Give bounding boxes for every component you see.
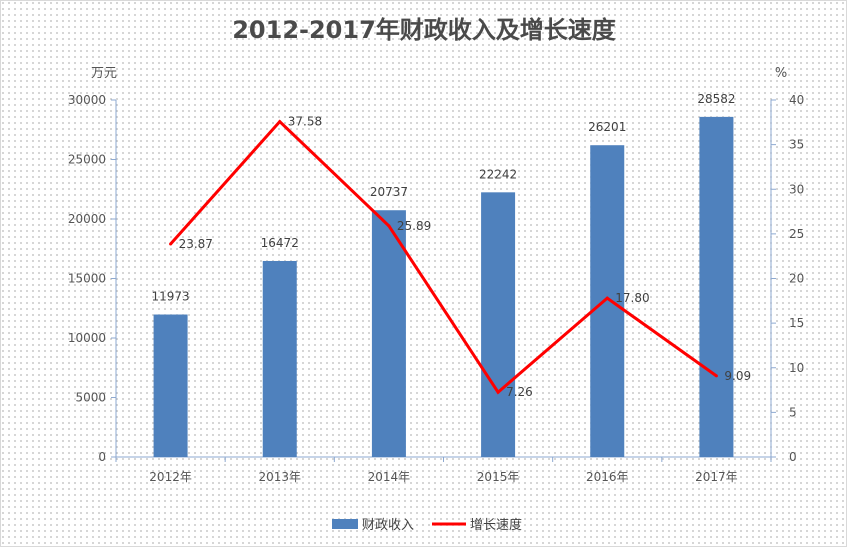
x-tick-label: 2016年 [586, 470, 629, 484]
growth-point [169, 242, 173, 246]
x-tick-label: 2013年 [258, 470, 301, 484]
x-tick-label: 2015年 [477, 470, 520, 484]
right-axis-unit: % [775, 66, 787, 81]
x-tick-label: 2012年 [149, 470, 192, 484]
revenue-data-label: 26201 [588, 120, 626, 134]
growth-point [605, 296, 609, 300]
legend-swatch-revenue [332, 519, 358, 529]
growth-data-label: 7.26 [506, 385, 533, 399]
left-tick-label: 30000 [68, 93, 106, 107]
revenue-bar [699, 116, 734, 457]
revenue-bar [262, 260, 297, 457]
revenue-data-label: 16472 [261, 236, 299, 250]
left-tick-label: 10000 [68, 331, 106, 345]
revenue-data-label: 20737 [370, 185, 408, 199]
left-tick-label: 0 [98, 450, 106, 464]
revenue-data-label: 11973 [151, 290, 189, 304]
left-tick-label: 5000 [75, 391, 106, 405]
growth-data-label: 9.09 [724, 369, 751, 383]
revenue-data-label: 22242 [479, 167, 517, 181]
right-tick-label: 30 [789, 182, 804, 196]
growth-line [169, 119, 718, 395]
x-tick-label: 2017年 [695, 470, 738, 484]
chart-title: 2012-2017年财政收入及增长速度 [232, 16, 617, 44]
right-tick-label: 5 [789, 405, 797, 419]
legend: 财政收入 增长速度 [332, 517, 522, 533]
right-tick-label: 0 [789, 450, 797, 464]
revenue-data-label: 28582 [697, 92, 735, 106]
growth-data-label: 37.58 [288, 115, 322, 129]
right-tick-label: 25 [789, 227, 804, 241]
legend-label-growth: 增长速度 [470, 517, 522, 533]
revenue-bar [481, 192, 516, 458]
growth-point [387, 224, 391, 228]
revenue-bar [371, 210, 406, 457]
legend-label-revenue: 财政收入 [362, 518, 414, 533]
right-tick-label: 15 [789, 316, 804, 330]
plot-area: 0 5000 10000 15000 20000 25000 30000 0 5 10 15 20 25… [68, 92, 804, 484]
growth-data-label: 17.80 [615, 291, 649, 305]
growth-point [278, 120, 282, 124]
growth-data-label: 23.87 [179, 237, 213, 251]
revenue-bar [590, 145, 625, 457]
left-tick-label: 15000 [68, 272, 106, 286]
left-axis-unit: 万元 [91, 66, 117, 81]
x-tick-label: 2014年 [368, 470, 411, 484]
growth-point [496, 390, 500, 394]
right-tick-label: 35 [789, 138, 804, 152]
growth-point [714, 374, 718, 378]
right-tick-label: 40 [789, 93, 804, 107]
left-tick-label: 25000 [68, 153, 106, 167]
right-tick-label: 10 [789, 361, 804, 375]
growth-data-label: 25.89 [397, 219, 431, 233]
left-tick-label: 20000 [68, 212, 106, 226]
right-tick-label: 20 [789, 272, 804, 286]
revenue-bar [153, 314, 188, 457]
